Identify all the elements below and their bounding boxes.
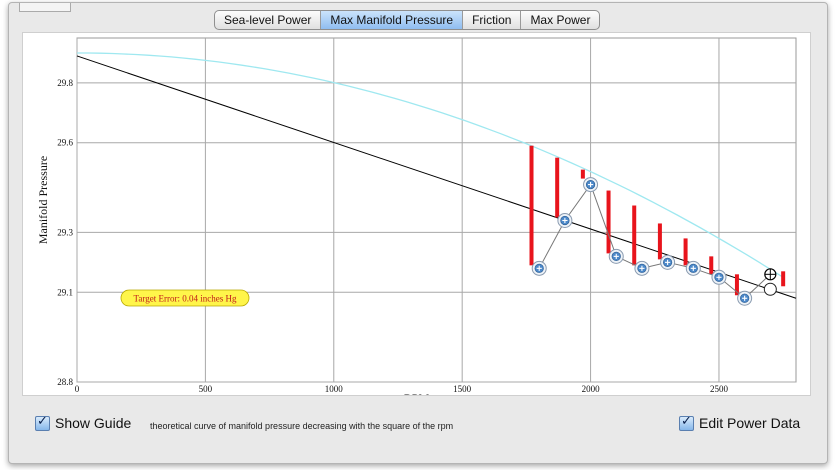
tab-bar: Sea-level Power Max Manifold Pressure Fr… (214, 10, 601, 30)
guide-description: theoretical curve of manifold pressure d… (150, 421, 454, 431)
edit-power-data-checkbox[interactable]: ✓ (679, 413, 694, 431)
error-bar (683, 238, 688, 266)
error-bar (781, 271, 786, 287)
target-error-label: Target Error: 0.04 inches Hg (134, 294, 237, 304)
fit-line (76, 55, 797, 299)
x-tick-label: 0 (75, 384, 80, 394)
checkmark-icon: ✓ (37, 413, 48, 429)
y-axis-label: Manifold Pressure (36, 156, 50, 244)
x-tick-label: 2500 (710, 384, 729, 394)
ring-handle[interactable] (763, 282, 777, 296)
x-tick-label: 1000 (325, 384, 344, 394)
x-axis-label: RPM (404, 391, 430, 395)
window-handle[interactable] (19, 3, 71, 12)
tab-max-power[interactable]: Max Power (530, 13, 591, 27)
plot-area: 0 500 1000 1500 2000 2500 28.8 29.1 29.3 29.6 29.8… (22, 32, 811, 405)
error-bar (555, 157, 560, 218)
target-error-badge (120, 289, 250, 307)
show-guide-checkbox[interactable]: ✓ (35, 413, 50, 431)
edit-power-data-label: Edit Power Data (699, 415, 801, 431)
y-tick-label: 29.6 (57, 138, 73, 148)
y-tick-label: 29.1 (57, 287, 73, 297)
edit-power-data-toggle[interactable]: ✓ Edit Power Data (679, 413, 801, 431)
error-bar (734, 274, 739, 296)
show-guide-label: Show Guide (55, 415, 132, 431)
error-bar (580, 169, 585, 179)
x-tick-label: 500 (199, 384, 213, 394)
x-tick-label: 2000 (582, 384, 601, 394)
tab-friction[interactable]: Friction (463, 11, 522, 29)
manifold-pressure-chart[interactable]: 0 500 1000 1500 2000 2500 28.8 29.1 29.3 29.6 29.8… (23, 33, 810, 405)
error-bar (632, 205, 637, 266)
plot-frame (76, 37, 797, 383)
tab-sea-level-power[interactable]: Sea-level Power (215, 11, 322, 29)
error-bar (657, 223, 662, 260)
show-guide-toggle[interactable]: ✓ Show Guide (35, 413, 132, 431)
y-tick-label: 29.3 (57, 227, 73, 237)
tab-max-manifold-pressure[interactable]: Max Manifold Pressure (321, 11, 464, 29)
y-tick-label: 29.8 (57, 78, 73, 88)
x-tick-label: 1500 (453, 384, 472, 394)
error-bar (529, 145, 534, 266)
checkmark-icon: ✓ (681, 413, 692, 429)
y-tick-label: 28.8 (57, 377, 73, 387)
error-bar (709, 256, 714, 275)
error-bar (606, 190, 611, 254)
guide-curve (77, 52, 784, 278)
